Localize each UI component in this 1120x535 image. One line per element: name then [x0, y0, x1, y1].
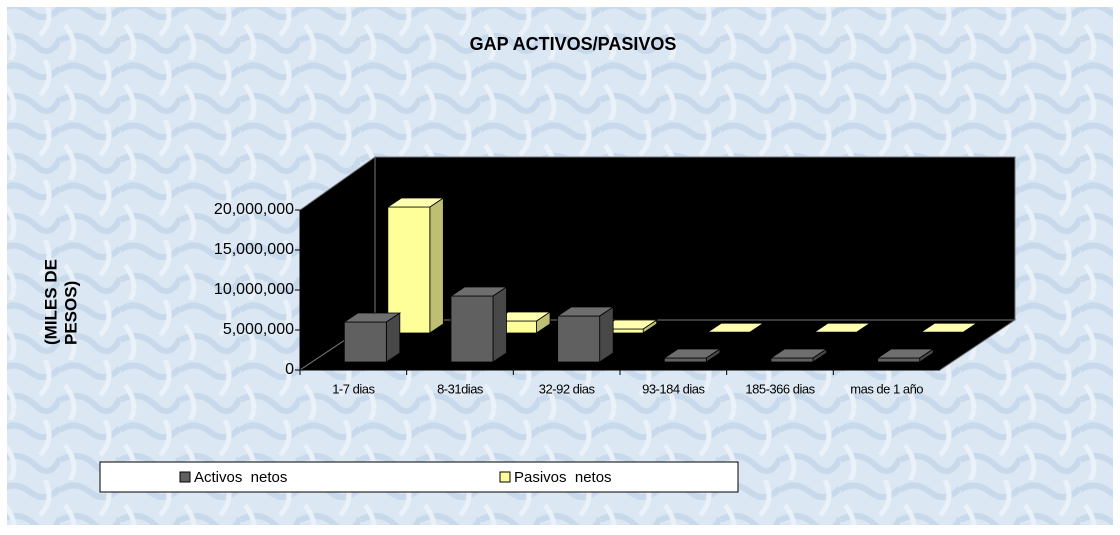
x-tick-label: 93-184 dias: [642, 381, 705, 396]
bar-top: [343, 312, 402, 323]
x-tick-label: 32-92 dias: [539, 381, 596, 396]
bar: [386, 197, 445, 334]
x-tick-label: mas de 1 año: [850, 381, 923, 396]
bar-top: [813, 322, 872, 333]
bar-top: [769, 348, 828, 359]
bar-side: [429, 197, 444, 334]
bar-top: [663, 348, 722, 359]
bar-side: [599, 306, 614, 363]
bar-top: [386, 197, 445, 208]
y-tick-label: 5,000,000: [223, 321, 294, 338]
bar: [876, 348, 935, 363]
y-tick-label: 20,000,000: [214, 201, 294, 218]
bar-side: [492, 286, 507, 363]
bar-front: [450, 295, 494, 363]
x-tick-label: 8-31dias: [437, 381, 484, 396]
legend-label: Pasivos netos: [514, 469, 612, 486]
chart-title: GAP ACTIVOS/PASIVOS: [470, 34, 677, 54]
bar-top: [919, 322, 978, 333]
legend: [99, 461, 739, 493]
y-tick-label: 15,000,000: [214, 241, 294, 258]
bar-front: [387, 206, 431, 334]
bar: [343, 312, 402, 363]
y-tick-label: 10,000,000: [214, 281, 294, 298]
legend-swatch: [179, 471, 191, 483]
bar: [556, 306, 615, 363]
bar-front: [343, 321, 387, 363]
x-tick-label: 185-366 dias: [745, 381, 815, 396]
bar-top: [449, 286, 508, 297]
bar-front: [557, 315, 601, 363]
bar-top: [556, 306, 615, 317]
y-axis-title: (MILES DE PESOS): [41, 259, 80, 345]
y-tick-label: 0: [285, 361, 294, 378]
bar-front: [877, 357, 921, 363]
legend-swatch: [499, 471, 511, 483]
bar-front: [663, 357, 707, 363]
y-axis-title-line: (MILES DE: [41, 259, 60, 345]
bar-top: [876, 348, 935, 359]
legend-label: Activos netos: [194, 469, 287, 486]
bar: [769, 348, 828, 363]
bar: [449, 286, 508, 363]
bar: [813, 322, 872, 334]
y-axis-title-line: PESOS): [61, 281, 80, 345]
bar: [919, 322, 978, 334]
bar-top: [706, 322, 765, 333]
bar: [706, 322, 765, 334]
bar: [663, 348, 722, 363]
x-tick-label: 1-7 dias: [332, 381, 375, 396]
bar-front: [770, 357, 814, 363]
